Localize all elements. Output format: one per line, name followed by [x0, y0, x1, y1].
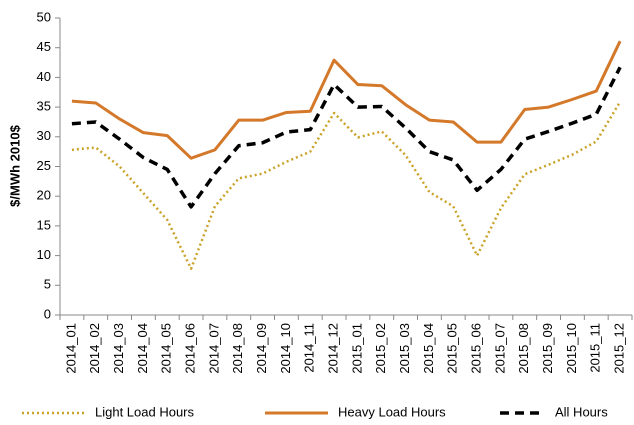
x-tick-label: 2014_12: [326, 323, 341, 374]
x-tick-label: 2014_07: [206, 323, 221, 374]
x-tick-label: 2015_09: [540, 323, 555, 374]
x-tick-label: 2015_02: [373, 323, 388, 374]
x-tick-label: 2015_03: [397, 323, 412, 374]
legend-label: Light Load Hours: [95, 404, 195, 419]
y-tick-label: 15: [37, 217, 51, 232]
y-tick-label: 50: [37, 9, 51, 24]
x-tick-label: 2015_11: [588, 323, 603, 373]
x-tick-label: 2014_11: [302, 323, 317, 373]
x-tick-label: 2014_01: [63, 323, 78, 374]
x-tick-label: 2015_01: [349, 323, 364, 374]
series-line: [71, 66, 622, 209]
x-tick-label: 2014_10: [278, 323, 293, 374]
y-tick-label: 45: [37, 39, 51, 54]
series-line: [71, 101, 622, 270]
x-tick-label: 2014_03: [111, 323, 126, 374]
x-tick-label: 2014_08: [230, 323, 245, 374]
x-tick-label: 2014_04: [135, 323, 150, 374]
y-tick-label: 35: [37, 99, 51, 114]
legend-label: Heavy Load Hours: [338, 404, 446, 419]
y-tick-label: 40: [37, 69, 51, 84]
legend-label: All Hours: [555, 404, 608, 419]
y-tick-label: 0: [44, 306, 51, 321]
x-tick-label: 2015_04: [421, 323, 436, 374]
x-tick-label: 2015_07: [492, 323, 507, 374]
y-axis-title: $/MWh 2010$: [7, 124, 22, 206]
y-tick-label: 10: [37, 247, 51, 262]
series-line: [71, 40, 622, 160]
x-tick-label: 2015_08: [516, 323, 531, 374]
x-tick-label: 2014_09: [254, 323, 269, 374]
y-tick-label: 5: [44, 277, 51, 292]
x-tick-label: 2015_06: [469, 323, 484, 374]
y-tick-label: 20: [37, 188, 51, 203]
x-tick-label: 2015_10: [564, 323, 579, 374]
x-tick-label: 2014_06: [183, 323, 198, 374]
x-tick-label: 2014_02: [87, 323, 102, 374]
x-tick-label: 2015_05: [445, 323, 460, 374]
y-tick-label: 25: [37, 158, 51, 173]
x-tick-label: 2015_12: [612, 323, 627, 374]
x-tick-label: 2014_05: [159, 323, 174, 374]
y-tick-label: 30: [37, 128, 51, 143]
